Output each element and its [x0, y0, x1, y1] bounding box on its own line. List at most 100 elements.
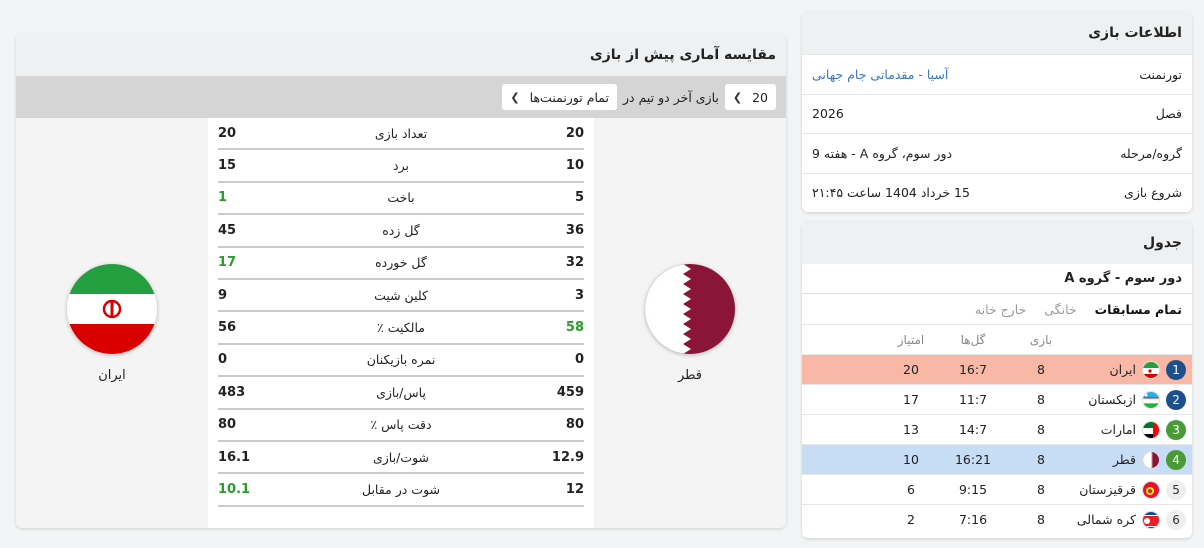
away-value: 0	[218, 352, 228, 368]
iran-flag-icon	[67, 263, 157, 354]
home-value: 12	[565, 481, 584, 497]
info-label: تورنمنت	[1139, 66, 1182, 82]
stat-label: برد	[393, 158, 409, 174]
header-points: امتیاز	[897, 332, 925, 347]
stat-label: پاس/بازی	[376, 384, 426, 400]
uzbekistan-flag-icon	[1142, 390, 1160, 409]
team-name: قرقیزستان	[1079, 482, 1136, 497]
rank-badge: 4	[1166, 449, 1186, 470]
away-value: 80	[218, 417, 237, 433]
rank-badge: 6	[1166, 509, 1186, 530]
standings-title: جدول	[802, 222, 1192, 264]
stat-row: 5 باخت 1	[218, 183, 584, 216]
tournament-select[interactable]: تمام تورنمنت‌ها ❯	[502, 84, 617, 110]
home-value: 5	[574, 190, 584, 206]
team-name: کره شمالی	[1076, 512, 1136, 527]
match-count-select[interactable]: 20 ❯	[724, 84, 776, 110]
tab-home[interactable]: خانگی	[1044, 301, 1077, 317]
standings-stage: دور سوم - گروه A	[802, 264, 1192, 294]
away-value: 56	[218, 320, 237, 336]
info-row-tournament: تورنمنت آسیا - مقدماتی جام جهانی	[802, 54, 1192, 94]
goals: 16:7	[958, 362, 988, 377]
points: 13	[903, 422, 919, 437]
table-row[interactable]: 2 ازبکستان 8 11:7 17	[802, 384, 1192, 414]
home-team-column: قطر	[594, 118, 786, 528]
home-value: 0	[574, 352, 584, 368]
away-team-name[interactable]: ایران	[98, 367, 126, 383]
team-name: ازبکستان	[1088, 392, 1136, 407]
tab-all-matches[interactable]: تمام مسابقات	[1094, 301, 1182, 317]
table-row[interactable]: 4 قطر 8 16:21 10	[802, 444, 1192, 474]
north-korea-flag-icon	[1142, 510, 1160, 529]
home-value: 36	[565, 222, 584, 238]
stat-row: 459 پاس/بازی 483	[218, 377, 584, 410]
info-label: گروه/مرحله	[1120, 145, 1182, 161]
home-value: 80	[565, 417, 584, 433]
played: 8	[1037, 422, 1045, 437]
header-played: بازی	[1029, 332, 1053, 347]
played: 8	[1037, 452, 1045, 467]
home-value: 10	[565, 158, 584, 174]
uae-flag-icon	[1142, 420, 1160, 439]
rank-badge: 2	[1166, 389, 1186, 410]
away-value: 10.1	[218, 481, 251, 497]
standings-tabs: تمام مسابقات خانگی خارج خانه	[802, 294, 1192, 324]
stats-table: 20 تعداد بازی 20 10 برد 15 5 باخت 1 36 گ…	[208, 118, 594, 528]
away-value: 483	[218, 384, 246, 400]
home-value: 459	[556, 384, 584, 400]
goals: 9:15	[958, 482, 988, 497]
game-info-title: اطلاعات بازی	[802, 12, 1192, 54]
stat-label: مالکیت ٪	[377, 320, 425, 336]
home-value: 58	[565, 320, 584, 336]
info-value: 15 خرداد 1404 ساعت ۲۱:۴۵	[812, 185, 970, 201]
goals: 7:16	[958, 512, 988, 527]
stat-row: 80 دقت پاس ٪ 80	[218, 410, 584, 442]
rank-badge: 5	[1166, 479, 1186, 500]
info-row-start: شروع بازی 15 خرداد 1404 ساعت ۲۱:۴۵	[802, 172, 1192, 213]
points: 17	[903, 392, 919, 407]
qatar-flag-icon	[645, 263, 735, 354]
away-value: 17	[218, 255, 237, 271]
info-label: فصل	[1155, 106, 1182, 122]
info-label: شروع بازی	[1124, 185, 1182, 201]
stat-row: 12 شوت در مقابل 10.1	[218, 474, 584, 507]
stat-label: نمره بازیکنان	[366, 352, 436, 368]
rank-badge: 1	[1166, 359, 1186, 380]
tab-away[interactable]: خارج خانه	[974, 301, 1027, 317]
table-row[interactable]: 3 امارات 8 14:7 13	[802, 414, 1192, 444]
info-row-stage: گروه/مرحله دور سوم، گروه A - هفته 9	[802, 133, 1192, 173]
comparison-body: قطر 20 تعداد بازی 20 10 برد 15 5 باخت 1 …	[16, 118, 786, 528]
comparison-filter-bar: 20 ❯ بازی آخر دو تیم در تمام تورنمنت‌ها …	[16, 76, 786, 118]
away-value: 20	[218, 125, 237, 141]
info-row-season: فصل 2026	[802, 93, 1192, 134]
tournament-link[interactable]: آسیا - مقدماتی جام جهانی	[812, 66, 949, 82]
played: 8	[1037, 482, 1045, 497]
played: 8	[1037, 512, 1045, 527]
stat-row: 0 نمره بازیکنان 0	[218, 345, 584, 378]
played: 8	[1037, 392, 1045, 407]
filter-label: بازی آخر دو تیم در	[623, 89, 719, 105]
stat-row: 32 گل خورده 17	[218, 248, 584, 280]
stat-label: دقت پاس ٪	[370, 417, 432, 433]
home-value: 12.9	[551, 449, 584, 465]
header-goals: گل‌ها	[960, 332, 986, 347]
table-row[interactable]: 5 قرقیزستان 8 9:15 6	[802, 474, 1192, 504]
away-value: 1	[218, 190, 228, 206]
home-team-name[interactable]: قطر	[677, 367, 703, 383]
stat-row: 36 گل زده 45	[218, 215, 584, 248]
stat-label: گل خورده	[375, 255, 427, 271]
away-value: 45	[218, 222, 237, 238]
table-row[interactable]: 1 ایران 8 16:7 20	[802, 354, 1192, 384]
points: 2	[907, 512, 915, 527]
team-name: قطر	[1112, 452, 1136, 467]
stat-row: 3 کلین شیت 9	[218, 280, 584, 313]
standings-header: بازی گل‌ها امتیاز	[802, 324, 1192, 354]
chevron-down-icon: ❯	[510, 90, 520, 104]
table-row[interactable]: 6 کره شمالی 8 7:16 2	[802, 504, 1192, 534]
home-value: 3	[574, 287, 584, 303]
stat-label: گل زده	[382, 222, 420, 238]
pre-match-comparison-card: مقایسه آماری پیش از بازی 20 ❯ بازی آخر د…	[16, 34, 786, 528]
kyrgyzstan-flag-icon	[1142, 480, 1160, 499]
iran-flag-icon	[1142, 360, 1160, 379]
away-value: 9	[218, 287, 228, 303]
